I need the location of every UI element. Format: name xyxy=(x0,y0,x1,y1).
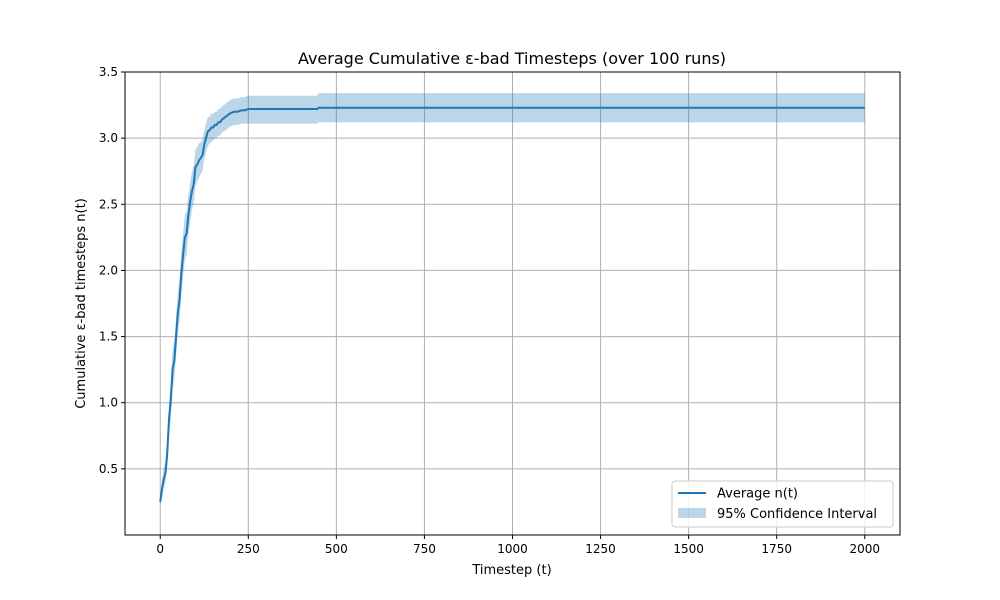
legend-label-average: Average n(t) xyxy=(717,487,798,502)
y-tick-label: 1.0 xyxy=(99,396,118,410)
x-tick-label: 1250 xyxy=(585,542,616,556)
y-axis-label: Cumulative ε-bad timesteps n(t) xyxy=(74,198,89,409)
x-tick-label: 0 xyxy=(156,542,164,556)
y-tick-label: 1.5 xyxy=(99,330,118,344)
y-axis-ticks: 0.5 1.0 1.5 2.0 2.5 3.0 3.5 xyxy=(99,65,125,476)
chart-title: Average Cumulative ε-bad Timesteps (over… xyxy=(298,49,726,68)
legend: Average n(t) 95% Confidence Interval xyxy=(671,480,894,528)
y-tick-label: 2.5 xyxy=(99,197,118,211)
y-tick-label: 2.0 xyxy=(99,263,118,277)
series-group xyxy=(159,106,865,503)
x-tick-label: 1750 xyxy=(761,542,792,556)
legend-label-confidence: 95% Confidence Interval xyxy=(717,507,877,522)
x-tick-label: 500 xyxy=(325,542,348,556)
legend-band-swatch xyxy=(678,508,706,518)
legend-box xyxy=(671,480,894,528)
x-tick-label: 1500 xyxy=(673,542,704,556)
x-axis-ticks: 0 250 500 750 1000 1250 1500 1750 2000 xyxy=(156,535,880,556)
x-tick-label: 750 xyxy=(413,542,436,556)
x-tick-label: 1000 xyxy=(497,542,528,556)
y-tick-label: 3.0 xyxy=(99,131,118,145)
y-tick-label: 0.5 xyxy=(99,462,118,476)
x-axis-label: Timestep (t) xyxy=(471,563,551,578)
series-line-average xyxy=(159,106,865,503)
x-tick-label: 250 xyxy=(237,542,260,556)
grid xyxy=(125,71,900,535)
y-tick-label: 3.5 xyxy=(99,65,118,79)
x-tick-label: 2000 xyxy=(849,542,880,556)
